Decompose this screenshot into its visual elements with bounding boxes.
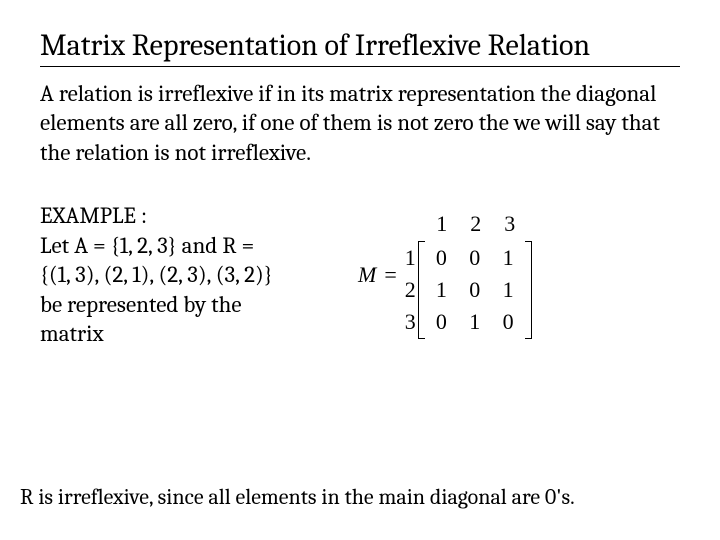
matrix-symbol: M xyxy=(358,262,376,288)
matrix-row: 0 1 0 xyxy=(425,309,525,335)
example-text: EXAMPLE : Let A = {1, 2, 3} and R = {(1,… xyxy=(40,201,340,348)
matrix-cell: 0 xyxy=(460,245,490,271)
matrix-cell: 0 xyxy=(493,309,523,335)
row-label: 1 xyxy=(405,242,416,274)
matrix-inner-row: 1 2 3 0 0 1 1 0 1 xyxy=(405,241,532,339)
matrix-cell: 1 xyxy=(493,245,523,271)
matrix-cells: 0 0 1 1 0 1 0 1 0 xyxy=(425,242,525,338)
matrix-col-labels: 1 2 3 xyxy=(425,211,527,237)
bracket-right-icon xyxy=(525,241,532,339)
matrix-cell: 1 xyxy=(460,309,490,335)
matrix-cell: 1 xyxy=(426,277,456,303)
conclusion-text: R is irreflexive, since all elements in … xyxy=(20,484,575,510)
bracket-left-icon xyxy=(418,241,425,339)
matrix-equals: = xyxy=(384,262,396,288)
col-label: 1 xyxy=(436,211,447,237)
example-line3: be represented by the xyxy=(40,290,340,319)
matrix-row-labels: 1 2 3 xyxy=(405,242,416,338)
matrix-cell: 0 xyxy=(426,309,456,335)
matrix-wrap: 1 2 3 1 2 3 0 0 1 xyxy=(405,211,532,339)
definition-text: A relation is irreflexive if in its matr… xyxy=(40,79,680,167)
matrix-area: M = 1 2 3 1 2 3 0 xyxy=(358,211,532,339)
example-line1: Let A = {1, 2, 3} and R = xyxy=(40,231,340,260)
example-row: EXAMPLE : Let A = {1, 2, 3} and R = {(1,… xyxy=(40,201,680,348)
slide-title: Matrix Representation of Irreflexive Rel… xyxy=(40,28,680,67)
slide: Matrix Representation of Irreflexive Rel… xyxy=(0,0,720,540)
matrix-row: 1 0 1 xyxy=(425,277,525,303)
col-label: 3 xyxy=(504,211,515,237)
example-heading: EXAMPLE : xyxy=(40,201,340,230)
matrix-row: 0 0 1 xyxy=(425,245,525,271)
matrix-cell: 0 xyxy=(426,245,456,271)
matrix-cell: 0 xyxy=(460,277,490,303)
col-label: 2 xyxy=(470,211,481,237)
row-label: 3 xyxy=(405,306,416,338)
example-line4: matrix xyxy=(40,319,340,348)
matrix-cell: 1 xyxy=(493,277,523,303)
row-label: 2 xyxy=(405,274,416,306)
example-line2: {(1, 3), (2, 1), (2, 3), (3, 2)} xyxy=(40,260,340,289)
